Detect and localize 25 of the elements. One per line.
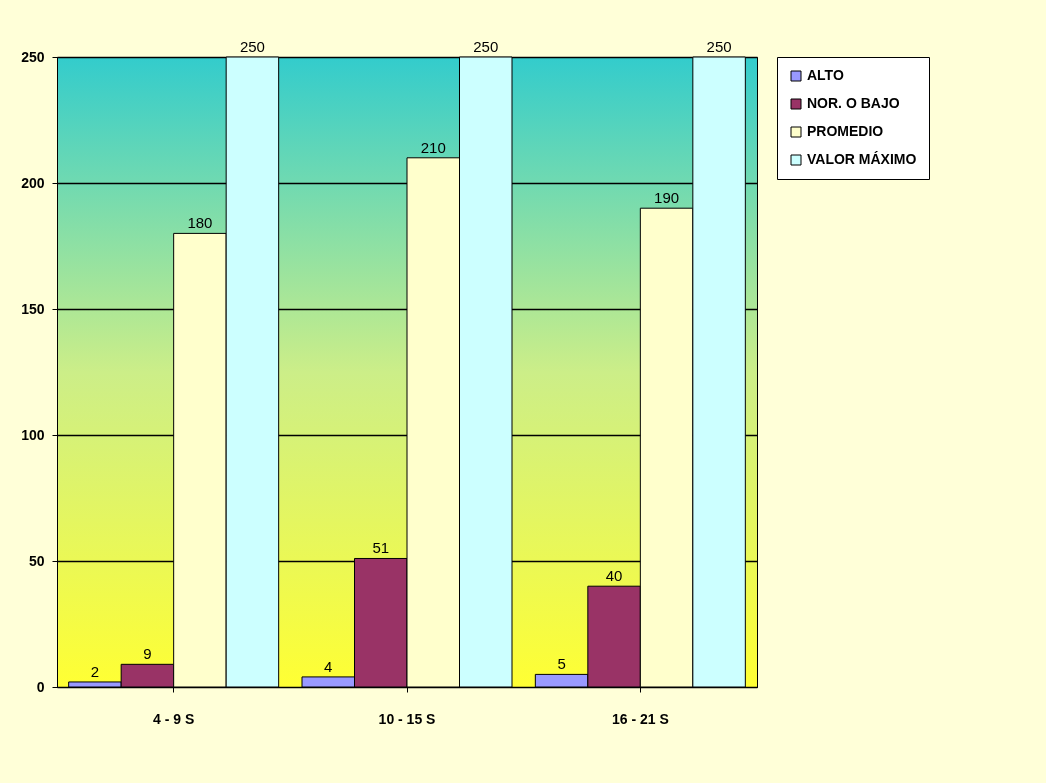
x-tick-label: 16 - 21 S [611, 710, 669, 727]
y-tick-label: 50 [28, 552, 45, 569]
data-label: 250 [473, 38, 499, 55]
legend-label: ALTO [807, 67, 844, 83]
data-label: 180 [187, 214, 213, 232]
data-label: 9 [143, 645, 152, 663]
data-label: 190 [654, 189, 680, 207]
x-tick-label: 10 - 15 S [378, 710, 436, 727]
y-tick-label: 150 [21, 300, 45, 317]
y-tick-label: 0 [36, 678, 45, 695]
legend-label: VALOR MÁXIMO [807, 151, 917, 167]
data-label: 5 [557, 655, 566, 673]
x-tick-label: 4 - 9 S [153, 710, 195, 727]
data-label: 4 [324, 657, 333, 675]
data-label: 51 [372, 539, 390, 557]
legend-label: NOR. O BAJO [807, 95, 900, 111]
y-tick-label: 250 [21, 48, 45, 65]
data-label: 250 [706, 38, 732, 55]
data-label: 40 [605, 567, 623, 585]
data-label: 210 [420, 138, 446, 156]
data-label: 250 [239, 38, 265, 55]
data-label: 2 [90, 662, 100, 680]
y-tick-label: 100 [21, 426, 45, 443]
legend-label: PROMEDIO [807, 123, 884, 139]
y-tick-label: 200 [21, 174, 45, 191]
